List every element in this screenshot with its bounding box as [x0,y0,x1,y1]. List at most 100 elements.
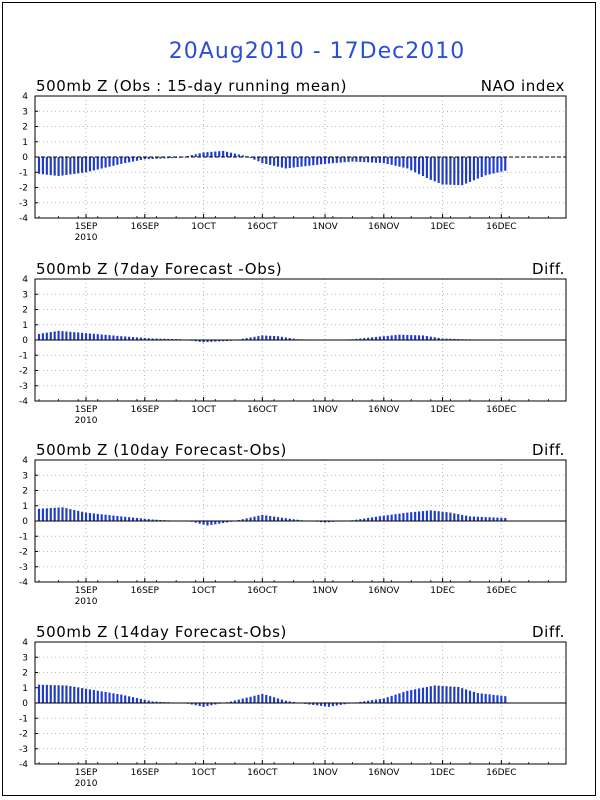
data-bar [273,697,276,703]
data-bar [84,512,88,521]
data-bar [449,157,452,185]
data-bar [500,695,503,703]
data-bar [194,703,197,706]
data-bar [253,157,256,160]
data-bar [433,685,436,703]
data-bar [327,521,331,523]
data-bar [139,157,142,161]
data-bar [108,157,111,167]
data-bar [421,687,425,703]
data-bar [88,333,92,340]
data-bar [214,521,217,525]
data-bar [65,157,68,175]
data-bar [37,333,41,340]
y-tick-label: -2 [19,184,28,194]
data-bar [155,157,158,159]
data-bar [323,703,327,707]
data-bar [120,157,123,164]
data-bar [159,157,162,159]
data-bar [229,152,233,157]
data-bar [414,689,417,703]
y-tick-label: -4 [19,397,28,407]
y-tick-label: 1 [22,138,28,148]
data-bar [249,696,252,703]
x-tick-label: 1SEP [75,768,98,778]
data-bar [488,694,491,703]
data-bar [417,335,421,340]
data-bar [453,338,456,340]
data-bar [218,340,221,342]
data-bar [245,338,248,340]
data-bar [316,703,319,706]
data-bar [69,686,72,703]
data-bar [226,151,229,157]
y-tick-label: -1 [19,714,28,724]
data-bar [414,335,417,340]
data-bar [214,151,217,157]
y-tick-label: 4 [22,638,28,648]
data-bar [237,154,240,157]
y-tick-label: -4 [19,578,28,588]
data-bar [472,157,475,181]
data-bar [73,509,76,521]
data-bar [437,511,440,521]
data-bar [437,157,440,183]
y-tick-label: 2 [22,487,28,497]
data-bar [398,157,401,167]
data-bar [421,157,425,177]
x-tick-label: 1OCT [191,222,216,232]
data-bar [124,336,127,340]
data-bar [374,699,378,703]
data-bar [327,703,331,707]
data-bar [53,507,56,521]
data-bar [433,510,436,521]
data-bar [131,337,135,340]
data-bar [214,340,217,342]
data-bar [131,157,135,162]
data-bar [84,688,88,703]
data-bar [241,698,244,703]
data-bar [367,157,370,163]
data-bar [421,511,425,521]
data-bar [218,521,221,524]
data-bar [241,155,244,157]
x-year-label: 2010 [75,416,98,426]
data-bar [402,334,405,340]
x-tick-label: 1DEC [430,222,455,232]
data-bar [304,157,307,167]
data-bar [453,513,456,522]
data-bar [355,519,358,521]
data-bar [284,337,287,340]
data-bar [65,331,68,340]
data-bar [390,157,393,165]
data-bar [108,692,111,703]
data-bar [128,157,131,163]
data-bar [386,515,389,521]
data-bar [406,512,409,521]
x-tick-label: 1OCT [191,405,216,415]
data-bar [131,697,135,703]
data-bar [468,157,472,182]
data-bar [84,157,88,173]
data-bar [406,334,409,340]
data-bar [147,700,150,703]
data-bar [108,515,111,521]
y-tick-label: 4 [22,456,28,466]
x-tick-label: 16DEC [486,405,516,415]
data-bar [167,157,170,159]
data-bar [269,516,272,521]
data-bar [112,693,115,703]
data-bar [222,340,225,342]
data-bar [49,685,52,703]
data-bar [116,335,119,340]
data-bar [155,519,158,521]
data-bar [147,519,150,521]
data-bar [194,154,197,157]
data-bar [425,336,428,340]
data-bar [433,337,436,340]
data-bar [65,508,68,521]
x-year-label: 2010 [75,233,98,243]
y-tick-label: 2 [22,123,28,133]
y-tick-label: -4 [19,760,28,770]
x-tick-label: 1DEC [430,586,455,596]
